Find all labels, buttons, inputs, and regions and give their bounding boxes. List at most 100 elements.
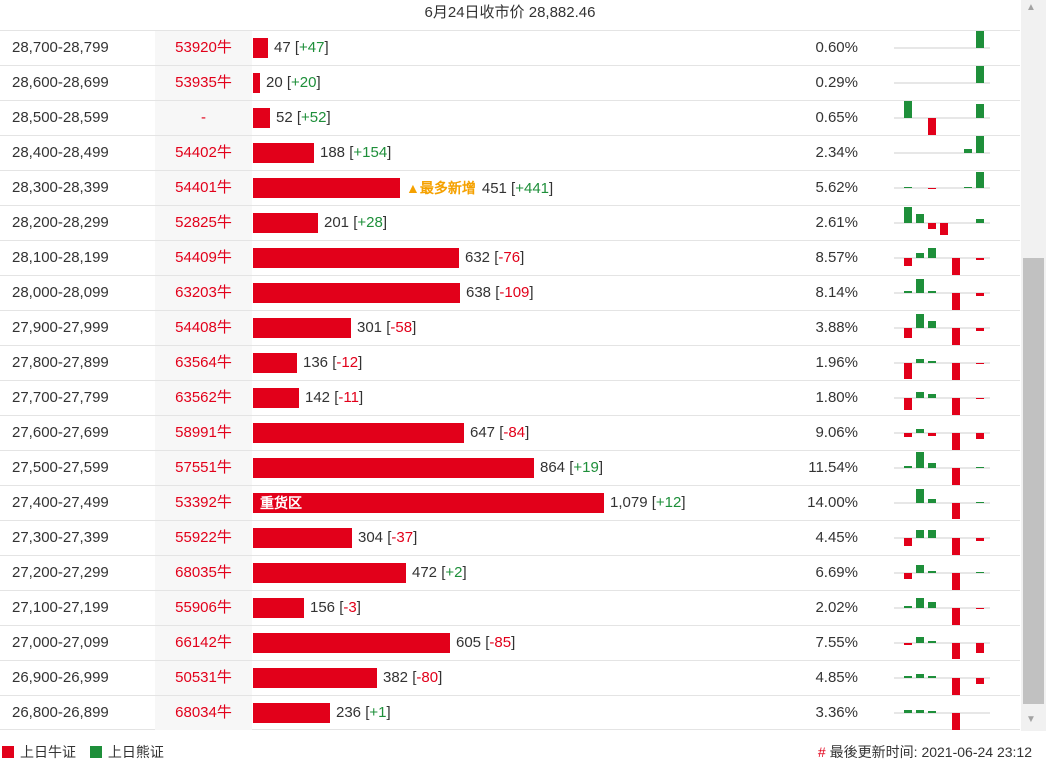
bull-code-link[interactable]: 68034牛	[155, 696, 252, 730]
percentage: 4.45%	[815, 529, 858, 546]
bull-code-link[interactable]: 63564牛	[155, 346, 252, 380]
bull-code-link[interactable]: 52825牛	[155, 206, 252, 240]
table-row: 27,200-27,299 68035牛 472 [+2] 6.69%	[0, 555, 1020, 590]
mini-bar	[928, 433, 936, 436]
mini-bar	[928, 641, 936, 643]
mini-bar	[928, 711, 936, 713]
quantity-change: -80	[416, 669, 439, 686]
legend: 上日牛证 上日熊证	[2, 743, 174, 761]
bull-code-link[interactable]: 53920牛	[155, 31, 252, 65]
bull-code-link[interactable]: 57551牛	[155, 451, 252, 485]
quantity-info: 1,079 [+12]	[610, 494, 686, 511]
quantity-change: +441	[515, 180, 550, 197]
mini-bar	[964, 187, 972, 188]
bull-code-link[interactable]: 55922牛	[155, 521, 252, 555]
mini-trend-chart	[894, 530, 990, 555]
quantity-value: 236	[336, 704, 362, 721]
scrollbar-thumb[interactable]	[1023, 258, 1044, 704]
mini-bar	[904, 291, 912, 293]
bull-code-link[interactable]: 50531牛	[155, 661, 252, 695]
bull-code-link[interactable]: 68035牛	[155, 556, 252, 590]
mini-bar	[916, 314, 924, 328]
price-range: 28,500-28,599	[12, 109, 109, 126]
bull-code-link[interactable]: 54401牛	[155, 171, 252, 205]
mini-bar	[976, 258, 984, 260]
quantity-bar: 重货区	[253, 493, 604, 513]
quantity-change: +20	[291, 74, 317, 91]
bull-code-link[interactable]: 63562牛	[155, 381, 252, 415]
table-row: 27,700-27,799 63562牛 142 [-11] 1.80%	[0, 380, 1020, 415]
quantity-value: 301	[357, 319, 383, 336]
quantity-value: 632	[465, 249, 491, 266]
quantity-bar	[253, 178, 400, 198]
footer: 上日牛证 上日熊证 # 最後更新时间: 2021-06-24 23:12	[0, 739, 1046, 767]
bull-code-link[interactable]: 55906牛	[155, 591, 252, 625]
quantity-change: -11	[338, 389, 359, 406]
quantity-info: 52 [+52]	[276, 109, 331, 126]
bull-code-link[interactable]: -	[155, 101, 252, 135]
table-row: 27,500-27,599 57551牛 864 [+19] 11.54%	[0, 450, 1020, 485]
quantity-change: +2	[445, 564, 463, 581]
quantity-change: -84	[503, 424, 526, 441]
quantity-value: 864	[540, 459, 566, 476]
mini-bar	[976, 398, 984, 399]
percentage: 5.62%	[815, 179, 858, 196]
price-range: 28,200-28,299	[12, 214, 109, 231]
mini-bar	[904, 187, 912, 188]
mini-trend-chart	[894, 565, 990, 590]
mini-bar	[928, 223, 936, 229]
price-range: 27,700-27,799	[12, 389, 109, 406]
mini-bar	[976, 66, 984, 83]
table-row: 28,700-28,799 53920牛 47 [+47] 0.60%	[0, 30, 1020, 65]
quantity-value: 605	[456, 634, 482, 651]
quantity-info: 136 [-12]	[303, 354, 363, 371]
quantity-value: 472	[412, 564, 438, 581]
mini-bar	[904, 398, 912, 410]
mini-bar	[928, 291, 936, 293]
mini-bar	[904, 538, 912, 546]
bull-code-link[interactable]: 66142牛	[155, 626, 252, 660]
scroll-down-arrow-icon[interactable]: ▼	[1026, 714, 1036, 725]
mini-bar	[940, 223, 948, 235]
bull-code-link[interactable]: 53935牛	[155, 66, 252, 100]
mini-bar	[952, 503, 960, 519]
mini-bar	[916, 598, 924, 608]
quantity-bar	[253, 108, 270, 128]
percentage: 1.80%	[815, 389, 858, 406]
quantity-value: 201	[324, 214, 350, 231]
mini-trend-chart	[894, 248, 990, 275]
quantity-info: 304 [-37]	[358, 529, 418, 546]
mini-bar	[976, 293, 984, 296]
mini-bar	[904, 101, 912, 118]
quantity-bar	[253, 318, 351, 338]
percentage: 14.00%	[807, 494, 858, 511]
mini-bar	[904, 207, 912, 223]
bull-code-link[interactable]: 54408牛	[155, 311, 252, 345]
quantity-bar	[253, 38, 268, 58]
mini-bar	[976, 363, 984, 364]
quantity-change: +154	[353, 144, 388, 161]
mini-bar	[916, 253, 924, 258]
bull-code-link[interactable]: 54409牛	[155, 241, 252, 275]
mini-bar	[928, 530, 936, 538]
percentage: 3.88%	[815, 319, 858, 336]
mini-bar	[928, 361, 936, 363]
quantity-info: 20 [+20]	[266, 74, 321, 91]
mini-bar	[928, 676, 936, 678]
bull-code-link[interactable]: 53392牛	[155, 486, 252, 520]
bull-code-link[interactable]: 54402牛	[155, 136, 252, 170]
mini-bar	[904, 328, 912, 338]
mini-bar	[928, 118, 936, 135]
bull-code-link[interactable]: 63203牛	[155, 276, 252, 310]
price-range: 28,700-28,799	[12, 39, 109, 56]
percentage: 9.06%	[815, 424, 858, 441]
scroll-up-arrow-icon[interactable]: ▲	[1026, 2, 1036, 13]
quantity-change: -76	[498, 249, 521, 266]
bull-code-link[interactable]: 58991牛	[155, 416, 252, 450]
mini-bar	[904, 710, 912, 713]
mini-bar	[952, 643, 960, 659]
last-updated-label: 最後更新时间: 2021-06-24 23:12	[829, 744, 1032, 760]
table-row: 27,000-27,099 66142牛 605 [-85] 7.55%	[0, 625, 1020, 660]
quantity-value: 382	[383, 669, 409, 686]
bull-swatch-icon	[2, 746, 14, 758]
